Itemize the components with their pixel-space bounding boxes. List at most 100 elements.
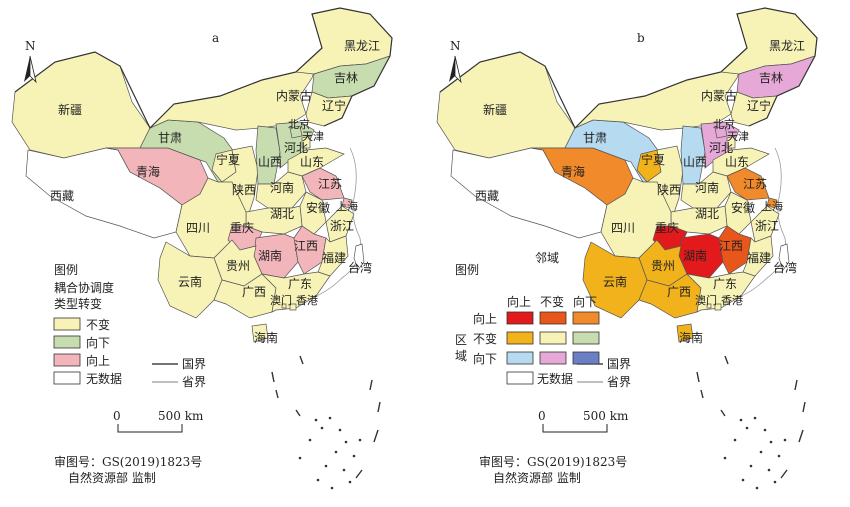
legend-matrix-cell-0-1 — [539, 311, 567, 325]
province-taiwan — [778, 243, 790, 271]
approval-number: 审图号：GS(2019)1823号 — [479, 454, 627, 469]
label-sichuan: 四川 — [186, 221, 210, 235]
legend-matrix-cell-1-0 — [506, 331, 534, 345]
legend-swatch-0 — [53, 317, 81, 331]
north-arrow-icon — [449, 55, 462, 84]
label-hubei: 湖北 — [270, 206, 294, 221]
label-tianjin: 天津 — [727, 130, 749, 143]
national-border — [439, 7, 818, 130]
scale-zero: 0 — [113, 409, 121, 423]
province-tianjin — [301, 135, 311, 149]
legend-row-1: 不变 — [473, 331, 497, 346]
legend-item-label-3: 无数据 — [86, 371, 122, 386]
label-hebei: 河北 — [709, 141, 733, 155]
label-beijing: 北京 — [713, 117, 735, 131]
label-xianggang: 香港 — [296, 294, 318, 307]
province-fujian — [317, 235, 349, 277]
scale-bar — [117, 424, 183, 433]
label-taiwan: 台湾 — [348, 260, 372, 275]
legend-title: 图例 — [455, 263, 479, 277]
label-guizhou: 贵州 — [651, 259, 675, 273]
label-liaoning: 辽宁 — [322, 98, 346, 113]
label-jilin: 吉林 — [759, 71, 783, 85]
label-yunnan: 云南 — [603, 274, 627, 289]
legend-row-0: 向上 — [473, 311, 497, 326]
label-xizang: 西藏 — [475, 189, 499, 203]
legend-region-2: 域 — [455, 349, 467, 363]
legend-col-1: 不变 — [540, 294, 564, 309]
label-heilongjiang: 黑龙江 — [344, 39, 380, 53]
label-chongqing: 重庆 — [230, 221, 254, 235]
province-zhejiang — [750, 205, 780, 243]
label-sichuan: 四川 — [611, 221, 635, 235]
legend-national-border: 国界 — [182, 357, 206, 371]
legend-item-label-1: 向下 — [86, 335, 110, 350]
label-xinjiang: 新疆 — [58, 102, 82, 117]
label-jiangsu: 江苏 — [318, 177, 342, 191]
province-hainan — [676, 323, 694, 343]
label-guizhou: 贵州 — [226, 259, 250, 273]
label-fujian: 福建 — [322, 250, 346, 265]
approval-number: 审图号：GS(2019)1823号 — [54, 454, 202, 469]
label-shanxi: 山西 — [683, 155, 707, 169]
legend-matrix-cell-2-1 — [539, 351, 567, 365]
scale-label: 500 km — [583, 409, 629, 423]
province-shanghai — [341, 197, 353, 209]
panel-letter: a — [212, 31, 219, 45]
label-guangxi: 广西 — [667, 285, 691, 299]
label-xinjiang: 新疆 — [483, 102, 507, 117]
legend-col-0: 向上 — [507, 294, 531, 309]
south-sea-islands — [696, 355, 806, 490]
label-hainan: 海南 — [254, 330, 278, 345]
legend-subtitle-1: 耦合协调度 — [54, 280, 114, 295]
province-yunnan — [582, 241, 648, 319]
legend-nodata-swatch — [506, 371, 534, 385]
legend-matrix-cell-0-2 — [572, 311, 600, 325]
label-shandong: 山东 — [300, 155, 324, 169]
label-guangdong: 广东 — [713, 277, 737, 291]
label-anhui: 安徽 — [731, 200, 755, 215]
label-zhejiang: 浙江 — [755, 219, 779, 233]
province-fujian — [742, 235, 774, 277]
coastline — [716, 147, 786, 305]
label-shanghai: 上海 — [336, 199, 358, 213]
province-aomen — [281, 303, 287, 309]
label-henan: 河南 — [695, 180, 719, 195]
label-tianjin: 天津 — [302, 130, 324, 143]
label-fujian: 福建 — [747, 250, 771, 265]
label-hainan: 海南 — [679, 330, 703, 345]
label-shanghai: 上海 — [761, 199, 783, 213]
label-shaanxi: 陕西 — [232, 182, 256, 197]
label-gansu: 甘肃 — [158, 131, 182, 145]
label-jiangxi: 江西 — [294, 239, 318, 253]
label-jiangsu: 江苏 — [743, 177, 767, 191]
label-hubei: 湖北 — [695, 206, 719, 221]
province-beijing — [714, 125, 728, 139]
label-guangdong: 广东 — [288, 277, 312, 291]
province-yunnan — [157, 241, 223, 319]
national-border — [14, 7, 393, 130]
label-neimenggu: 内蒙古 — [701, 88, 737, 103]
province-tianjin — [726, 135, 736, 149]
legend-matrix-cell-0-0 — [506, 311, 534, 325]
approval-supervisor: 自然资源部 监制 — [493, 470, 581, 485]
label-yunnan: 云南 — [178, 274, 202, 289]
legend-row-2: 向下 — [473, 351, 497, 366]
legend-national-border: 国界 — [607, 357, 631, 371]
legend-swatch-2 — [53, 353, 81, 367]
legend-matrix-cell-2-0 — [506, 351, 534, 365]
label-xizang: 西藏 — [50, 189, 74, 203]
north-arrow-icon — [24, 55, 37, 84]
label-guangxi: 广西 — [242, 285, 266, 299]
south-sea-islands — [271, 355, 381, 490]
scale-zero: 0 — [538, 409, 546, 423]
label-shandong: 山东 — [725, 155, 749, 169]
legend-provincial-border: 省界 — [182, 375, 206, 389]
label-chongqing: 重庆 — [655, 221, 679, 235]
province-zhejiang — [325, 205, 355, 243]
legend-title: 图例 — [54, 263, 78, 277]
panel-letter: b — [637, 31, 645, 45]
legend-col-2: 向下 — [573, 294, 597, 309]
